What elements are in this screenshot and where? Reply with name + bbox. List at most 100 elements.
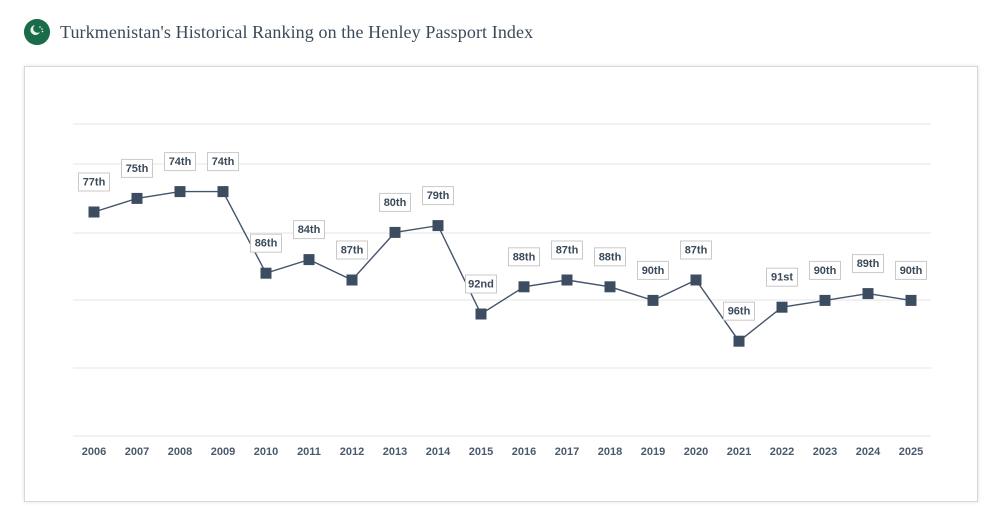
- chart-card: 77th 75th 74th 74th 86th 84th 87th 80th 79th 92nd…: [24, 66, 978, 502]
- x-tick-label: 2025: [899, 446, 923, 458]
- data-label-text: 86th: [255, 238, 278, 250]
- data-label-box: [250, 233, 282, 253]
- x-tick-label: 2018: [598, 446, 622, 458]
- data-point-marker: [346, 274, 358, 286]
- x-axis-ticks: 2006 2007 2008 2009 2010 2011 2012 2013 2014 2015…: [82, 446, 923, 458]
- data-label-text: 75th: [126, 163, 149, 175]
- x-tick-label: 2008: [168, 446, 192, 458]
- data-label-text: 74th: [212, 156, 235, 168]
- x-tick-label: 2020: [684, 446, 708, 458]
- data-label-box: [164, 152, 196, 172]
- x-tick-label: 2009: [211, 446, 235, 458]
- data-label-box: [766, 267, 798, 287]
- data-label-box: [465, 274, 497, 294]
- x-tick-label: 2011: [297, 446, 321, 458]
- data-label-box: [895, 260, 927, 280]
- data-label: 91st: [766, 267, 798, 287]
- x-tick-label: 2017: [555, 446, 579, 458]
- data-label-box: [594, 247, 626, 267]
- data-label-box: [379, 192, 411, 212]
- data-label-text: 88th: [599, 251, 622, 263]
- flag-emblem-icon: [24, 19, 50, 45]
- data-label-text: 89th: [857, 258, 880, 270]
- data-point-marker: [776, 301, 788, 313]
- data-point-marker: [518, 281, 530, 293]
- data-point-marker: [690, 274, 702, 286]
- data-label-box: [680, 240, 712, 260]
- data-label-box: [852, 254, 884, 274]
- data-label: 77th: [78, 172, 110, 192]
- data-point-marker: [432, 220, 444, 232]
- data-label-box: [207, 152, 239, 172]
- data-point-marker: [733, 335, 745, 347]
- data-label-text: 91st: [771, 272, 793, 284]
- data-label: 74th: [207, 152, 239, 172]
- data-label-text: 87th: [685, 245, 708, 257]
- x-tick-label: 2015: [469, 446, 493, 458]
- data-label-box: [508, 247, 540, 267]
- data-label: 88th: [594, 247, 626, 267]
- data-label: 74th: [164, 152, 196, 172]
- data-point-marker: [88, 206, 100, 218]
- data-label-box: [422, 186, 454, 206]
- data-label-text: 90th: [814, 265, 837, 277]
- turkmenistan-flag-icon: [24, 19, 50, 45]
- x-tick-label: 2016: [512, 446, 536, 458]
- data-label: 86th: [250, 233, 282, 253]
- x-tick-label: 2010: [254, 446, 278, 458]
- series-line-layer: [93, 190, 912, 343]
- x-tick-label: 2006: [82, 446, 106, 458]
- data-label-box: [551, 240, 583, 260]
- data-label-text: 77th: [83, 177, 106, 189]
- data-label-text: 79th: [427, 190, 450, 202]
- data-label-box: [78, 172, 110, 192]
- chart-title: Turkmenistan's Historical Ranking on the…: [60, 21, 534, 42]
- series-line: [93, 190, 912, 343]
- data-label-text: 88th: [513, 251, 536, 263]
- data-point-marker: [303, 254, 315, 266]
- data-point-marker: [389, 226, 401, 238]
- data-point-marker: [647, 294, 659, 306]
- x-tick-label: 2014: [426, 446, 451, 458]
- data-label: 90th: [809, 260, 841, 280]
- data-label-box: [336, 240, 368, 260]
- data-label: 87th: [680, 240, 712, 260]
- data-point-marker: [819, 294, 831, 306]
- data-label: 92nd: [465, 274, 497, 294]
- data-label-box: [809, 260, 841, 280]
- data-markers: [88, 186, 917, 347]
- line-chart: 77th 75th 74th 74th 86th 84th 87th 80th 79th 92nd…: [73, 123, 931, 458]
- data-label: 84th: [293, 220, 325, 240]
- x-tick-label: 2012: [340, 446, 364, 458]
- chart-header: Turkmenistan's Historical Ranking on the…: [24, 18, 533, 46]
- data-label: 88th: [508, 247, 540, 267]
- data-point-marker: [131, 192, 143, 204]
- data-label: 96th: [723, 301, 755, 321]
- data-label-box: [293, 220, 325, 240]
- data-label-text: 90th: [900, 265, 923, 277]
- x-tick-label: 2007: [125, 446, 149, 458]
- data-point-marker: [561, 274, 573, 286]
- data-point-marker: [905, 294, 917, 306]
- data-label: 87th: [551, 240, 583, 260]
- data-label-text: 74th: [169, 156, 192, 168]
- data-label: 87th: [336, 240, 368, 260]
- data-point-marker: [862, 288, 874, 300]
- data-label-text: 96th: [728, 306, 751, 318]
- x-tick-label: 2021: [727, 446, 751, 458]
- x-tick-label: 2019: [641, 446, 665, 458]
- grid-lines: [73, 123, 931, 437]
- data-label-text: 87th: [556, 245, 579, 257]
- data-label-box: [121, 158, 153, 178]
- x-tick-label: 2022: [770, 446, 794, 458]
- data-label: 80th: [379, 192, 411, 212]
- data-label-text: 87th: [341, 245, 364, 257]
- data-point-marker: [260, 267, 272, 279]
- data-point-marker: [217, 186, 229, 198]
- data-point-marker: [174, 186, 186, 198]
- data-point-marker: [604, 281, 616, 293]
- x-tick-label: 2024: [856, 446, 881, 458]
- data-label-box: [637, 260, 669, 280]
- data-labels: 77th 75th 74th 74th 86th 84th 87th 80th 79th 92nd…: [78, 152, 927, 321]
